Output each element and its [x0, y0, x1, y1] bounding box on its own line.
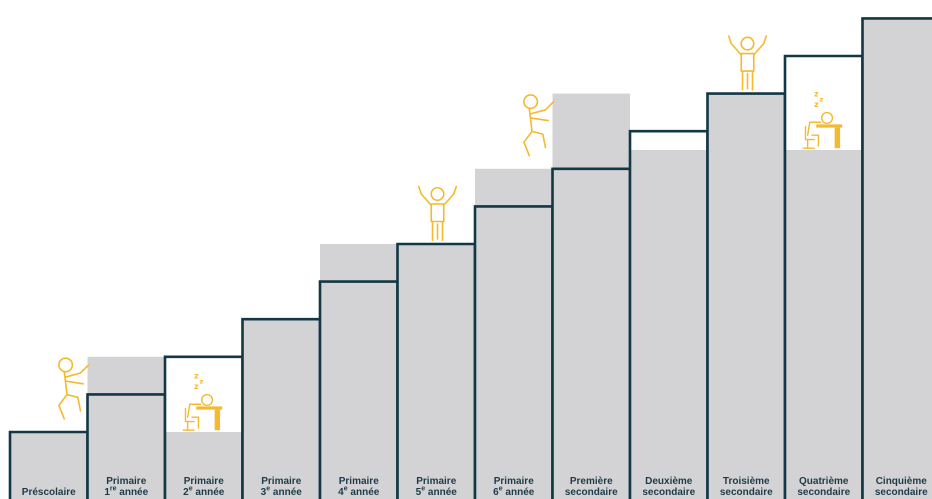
step-empty	[630, 131, 708, 150]
svg-text:z: z	[814, 100, 819, 109]
svg-text:z: z	[200, 378, 204, 386]
sleeper-icon: zzz	[802, 89, 843, 149]
step-fill	[862, 18, 932, 499]
step-label-12: Cinquième secondaire	[863, 476, 932, 498]
step-label-line2: 2e année	[183, 485, 225, 498]
step-outline	[861, 17, 932, 499]
step-label-line2: 5e année	[415, 485, 457, 498]
step-fill	[707, 93, 785, 499]
climber-icon	[523, 94, 555, 157]
step-empty	[165, 356, 243, 432]
step-2	[58, 356, 167, 499]
step-fill	[320, 281, 398, 499]
step-label-line1: Cinquième	[875, 476, 927, 487]
step-label-line2: 1re année	[104, 485, 149, 498]
step-label-4: Primaire 3e année	[243, 476, 321, 498]
step-empty	[785, 56, 863, 150]
step-label-10: Troisième secondaire	[708, 476, 786, 498]
climber-icon	[58, 357, 90, 420]
step-5	[318, 244, 399, 499]
step-10	[706, 35, 787, 499]
step-label-line1: Primaire	[416, 476, 457, 487]
prior-level-block	[165, 432, 243, 499]
step-fill	[10, 432, 88, 499]
prior-level-block	[630, 150, 708, 499]
prior-level-block	[785, 150, 863, 499]
step-label-line2: secondaire	[797, 487, 851, 498]
step-label-5: Primaire 4e année	[320, 476, 398, 498]
cheerer-icon	[727, 35, 768, 91]
step-7	[473, 168, 554, 499]
step-label-1: Préscolaire	[10, 487, 88, 498]
step-fill	[397, 244, 475, 499]
step-label-line2: secondaire	[564, 487, 618, 498]
step-label-line1: Primaire	[183, 476, 224, 487]
step-1	[8, 430, 89, 499]
svg-text:z: z	[814, 89, 819, 98]
step-label-line1: Quatrième	[799, 476, 849, 487]
step-11: zzz	[783, 54, 864, 499]
step-label-line1: Primaire	[261, 476, 302, 487]
step-12	[861, 17, 932, 499]
step-9	[628, 129, 709, 499]
step-label-line2: 3e année	[260, 485, 302, 498]
sleeper-icon: zzz	[182, 371, 223, 431]
step-label-line1: Primaire	[338, 476, 379, 487]
step-label-line1: Primaire	[106, 476, 147, 487]
step-label-8: Première secondaire	[553, 476, 631, 498]
step-label-line1: Première	[569, 476, 613, 487]
step-fill	[87, 394, 165, 499]
step-label-line2: secondaire	[719, 487, 773, 498]
step-label-7: Primaire 6e année	[475, 476, 553, 498]
step-label-2: Primaire 1re année	[88, 476, 166, 498]
step-label-line1: Troisième	[722, 476, 770, 487]
step-8	[523, 93, 632, 499]
step-label-3: Primaire 2e année	[165, 476, 243, 498]
svg-text:z: z	[194, 371, 199, 380]
step-fill	[552, 168, 630, 499]
svg-text:z: z	[194, 382, 199, 391]
step-label-line1: Deuxième	[645, 476, 693, 487]
step-fill	[475, 206, 553, 499]
step-label-line2: secondaire	[874, 487, 928, 498]
step-label-line2: secondaire	[642, 487, 696, 498]
step-label-line1: Primaire	[493, 476, 534, 487]
svg-text:z: z	[820, 96, 824, 104]
step-label-11: Quatrième secondaire	[785, 476, 863, 498]
step-6	[396, 185, 477, 499]
step-4	[241, 317, 322, 499]
step-fill	[242, 319, 320, 499]
step-label-6: Primaire 5e année	[398, 476, 476, 498]
cheerer-icon	[417, 185, 458, 242]
step-3: zzz	[163, 355, 244, 499]
step-label-line2: 4e année	[338, 485, 380, 498]
step-label-9: Deuxième secondaire	[630, 476, 708, 498]
step-label-line2: 6e année	[493, 485, 535, 498]
step-label-line1: Préscolaire	[21, 487, 76, 498]
